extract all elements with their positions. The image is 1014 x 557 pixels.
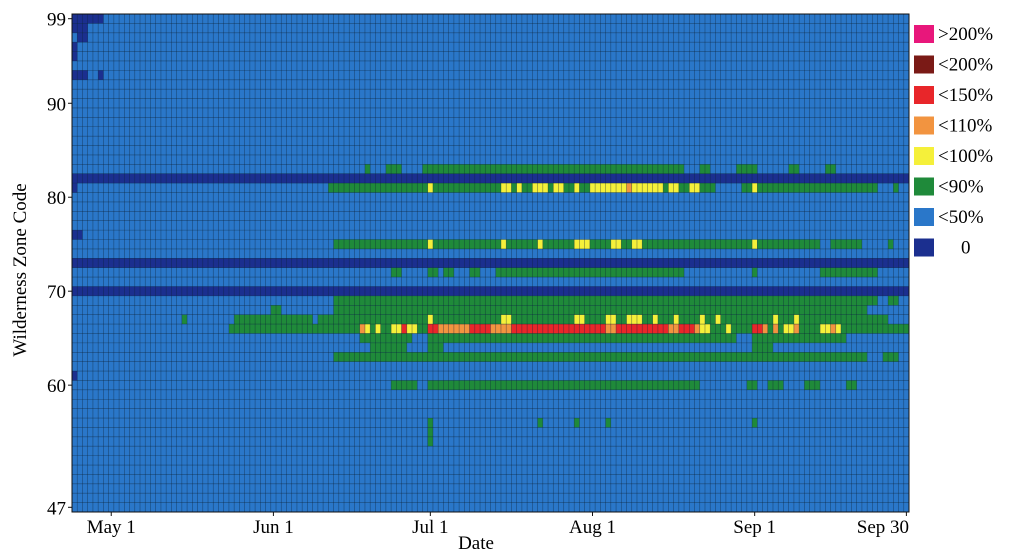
heatmap-cell — [370, 342, 407, 353]
heatmap-cell — [752, 239, 758, 249]
heatmap-cell — [767, 380, 784, 390]
y-tick-label: 90 — [47, 94, 66, 115]
legend-swatch — [914, 55, 934, 74]
legend-label: <110% — [938, 116, 993, 137]
heatmap-cell — [532, 183, 549, 193]
y-tick-label: 70 — [47, 282, 66, 303]
heatmap-cell — [72, 51, 78, 61]
legend-label: <150% — [938, 85, 993, 106]
heatmap-cell — [888, 239, 894, 249]
heatmap-cell — [725, 324, 732, 334]
heatmap-cell — [893, 183, 899, 193]
legend-swatch — [914, 177, 934, 196]
heatmap-cell — [98, 70, 104, 80]
heatmap-cell — [364, 324, 371, 334]
legend-label: <100% — [938, 146, 993, 167]
y-axis-ticks: 99 90 80 70 60 47 — [47, 10, 72, 519]
heatmap-cell — [234, 314, 313, 325]
heatmap-cell — [793, 324, 800, 334]
x-tick-label: Sep 1 — [733, 517, 776, 538]
heatmap-cell — [715, 314, 721, 325]
heatmap-cell — [537, 239, 543, 249]
legend-label: <50% — [938, 207, 984, 228]
heatmap-cell — [652, 314, 658, 325]
heatmap-cell — [427, 342, 444, 353]
x-tick-label: Sep 30 — [857, 517, 909, 538]
x-tick-label: Jun 1 — [253, 517, 294, 538]
x-axis-ticks: May 1 Jun 1 Jul 1 Aug 1 Sep 1 Sep 30 — [87, 512, 909, 538]
x-tick-label: Aug 1 — [569, 517, 616, 538]
heatmap-cell — [626, 314, 643, 325]
heatmap-cell — [72, 70, 88, 80]
legend-label: <90% — [938, 177, 984, 198]
heatmap-cell — [673, 314, 679, 325]
heatmap-cell — [830, 324, 836, 334]
heatmap-cell — [391, 380, 418, 390]
heatmap-gridlines — [71, 13, 910, 513]
heatmap-cell — [699, 314, 705, 325]
heatmap-cell — [752, 183, 758, 193]
heatmap-cell — [516, 183, 522, 193]
heatmap-cell — [427, 436, 433, 447]
heatmap-cell — [427, 183, 433, 193]
y-tick-label: 99 — [47, 10, 66, 31]
heatmap-cell — [72, 183, 78, 193]
heatmap-cell — [694, 324, 700, 334]
heatmap-cell — [500, 239, 507, 249]
heatmap-cell — [427, 239, 433, 249]
legend-label: <200% — [938, 55, 993, 76]
heatmap-cell — [72, 42, 78, 52]
heatmap-cell — [401, 324, 407, 334]
heatmap-cell — [804, 380, 821, 390]
x-tick-label: May 1 — [87, 517, 136, 538]
heatmap-cell — [72, 23, 88, 33]
heatmap-cell — [317, 314, 889, 325]
heatmap-cell — [678, 324, 695, 334]
plot-frame — [71, 13, 910, 513]
heatmap-cell — [772, 324, 779, 334]
heatmap-cell — [427, 333, 737, 343]
legend-label: >200% — [938, 24, 993, 45]
legend-swatch — [914, 238, 934, 257]
heatmap-cell — [752, 418, 758, 428]
heatmap-cell — [375, 324, 381, 334]
heatmap-cell — [772, 314, 779, 325]
heatmap-cell — [762, 324, 768, 334]
heatmap-cell — [574, 418, 580, 428]
heatmap-cell — [181, 314, 188, 325]
heatmap-cell — [882, 352, 899, 362]
legend-swatch — [914, 208, 934, 226]
legend-swatch — [914, 86, 934, 104]
heatmap-cell — [793, 314, 800, 325]
heatmap-cell — [574, 183, 580, 193]
y-axis-label: Wilderness Zone Code — [10, 183, 31, 356]
heatmap-cell — [72, 371, 78, 381]
heatmap-cell — [537, 418, 543, 428]
legend-swatch — [914, 116, 934, 135]
legend-swatch — [914, 147, 934, 165]
x-axis-label: Date — [458, 533, 494, 552]
heatmap-cell — [605, 418, 611, 428]
heatmap-cell — [752, 267, 758, 278]
heatmap-cell — [820, 267, 878, 278]
x-tick-label: Jul 1 — [412, 517, 448, 538]
heatmap-cell — [574, 239, 590, 249]
heatmap-cell — [427, 314, 433, 325]
y-tick-label: 80 — [47, 188, 66, 209]
y-tick-label: 60 — [47, 376, 66, 397]
heatmap-cell — [626, 183, 632, 193]
heatmap-cell — [385, 164, 402, 174]
heatmap-cell — [589, 183, 627, 193]
legend-swatch — [914, 25, 934, 43]
y-tick-label: 47 — [47, 498, 66, 519]
heatmap-cell — [835, 324, 841, 334]
legend: >200% <200% <150% <110% <100% <90% <50% 0 — [914, 24, 993, 259]
legend-label: 0 — [961, 238, 971, 259]
heatmap-cell — [364, 164, 371, 174]
heatmap-cell — [359, 324, 365, 334]
heatmap-cell — [427, 427, 433, 437]
heatmap-cell — [427, 418, 433, 428]
